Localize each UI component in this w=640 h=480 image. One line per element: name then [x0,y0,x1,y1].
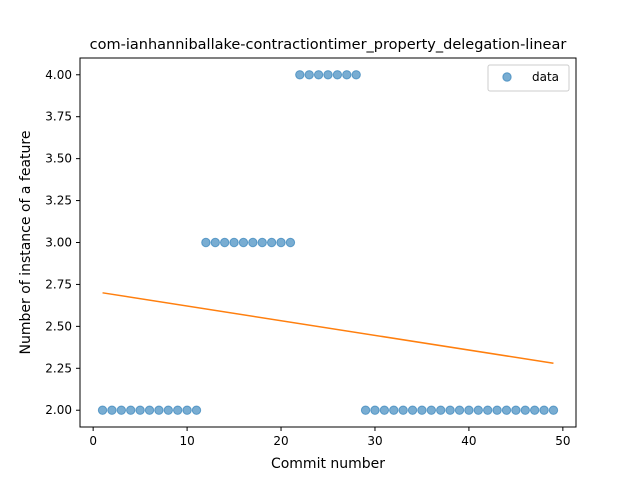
data-point [501,405,512,415]
y-tick-label: 4.00 [45,68,72,82]
data-point [511,405,521,415]
data-point [304,70,314,80]
data-point [351,70,361,80]
data-point [191,405,202,415]
data-point [116,405,127,415]
x-tick-label: 40 [461,434,476,448]
y-tick-label: 2.25 [45,361,72,375]
y-axis: 2.00 2.25 2.50 2.75 3.00 3.25 3.50 3.75 4.00 [45,68,80,417]
y-tick-label: 3.25 [45,194,72,208]
legend-marker-data [502,72,512,82]
data-point [548,405,559,415]
plot-area [97,70,559,415]
y-tick-label: 2.00 [45,403,72,417]
data-point [248,237,258,248]
data-point [154,405,164,415]
x-tick-label: 30 [367,434,382,448]
data-point [219,237,230,248]
x-tick-label: 50 [555,434,570,448]
data-point [182,405,192,415]
data-point [529,405,540,415]
data-point [163,405,174,415]
data-point [295,70,305,80]
data-point [370,405,380,415]
data-point [135,405,145,415]
data-point [172,405,183,415]
y-tick-label: 3.00 [45,236,72,250]
x-tick-label: 10 [179,434,194,448]
data-point [276,237,286,248]
y-tick-label: 3.50 [45,152,72,166]
data-point [492,405,502,415]
data-point [201,237,211,248]
data-point [210,237,220,248]
data-point [407,405,418,415]
data-point [539,405,549,415]
data-point [482,405,493,415]
data-point [360,405,371,415]
data-point [107,405,117,415]
data-point [426,405,437,415]
data-point [313,70,324,80]
data-point [285,237,296,248]
legend: data [487,64,570,92]
data-point [323,70,333,80]
chart-title: com-ianhanniballake-contractiontimer_pro… [90,37,567,53]
data-point [389,405,399,415]
x-tick-label: 0 [89,434,97,448]
y-axis-label: Number of instance of a feature [18,131,34,355]
data-point [520,405,530,415]
y-tick-label: 2.50 [45,319,72,333]
data-point [332,70,343,80]
legend-label-data: data [532,70,559,84]
x-axis: 0 10 20 30 40 50 [89,427,570,448]
data-point [126,405,136,415]
data-point [144,405,155,415]
x-axis-label: Commit number [271,456,385,472]
data-point [436,405,446,415]
data-point [229,237,239,248]
data-point [379,405,390,415]
data-point [417,405,427,415]
y-tick-label: 3.75 [45,110,72,124]
plot-frame [79,57,577,428]
trend-line [102,292,554,365]
legend-box [487,64,570,92]
data-point [257,237,267,248]
data-point [473,405,484,415]
data-point [97,405,108,415]
data-point [398,405,408,415]
data-point [454,405,465,415]
data-point [342,70,352,80]
data-point [238,237,249,248]
data-point [445,405,455,415]
y-tick-label: 2.75 [45,277,72,291]
data-point [464,405,474,415]
data-point [266,237,277,248]
x-tick-label: 20 [273,434,288,448]
